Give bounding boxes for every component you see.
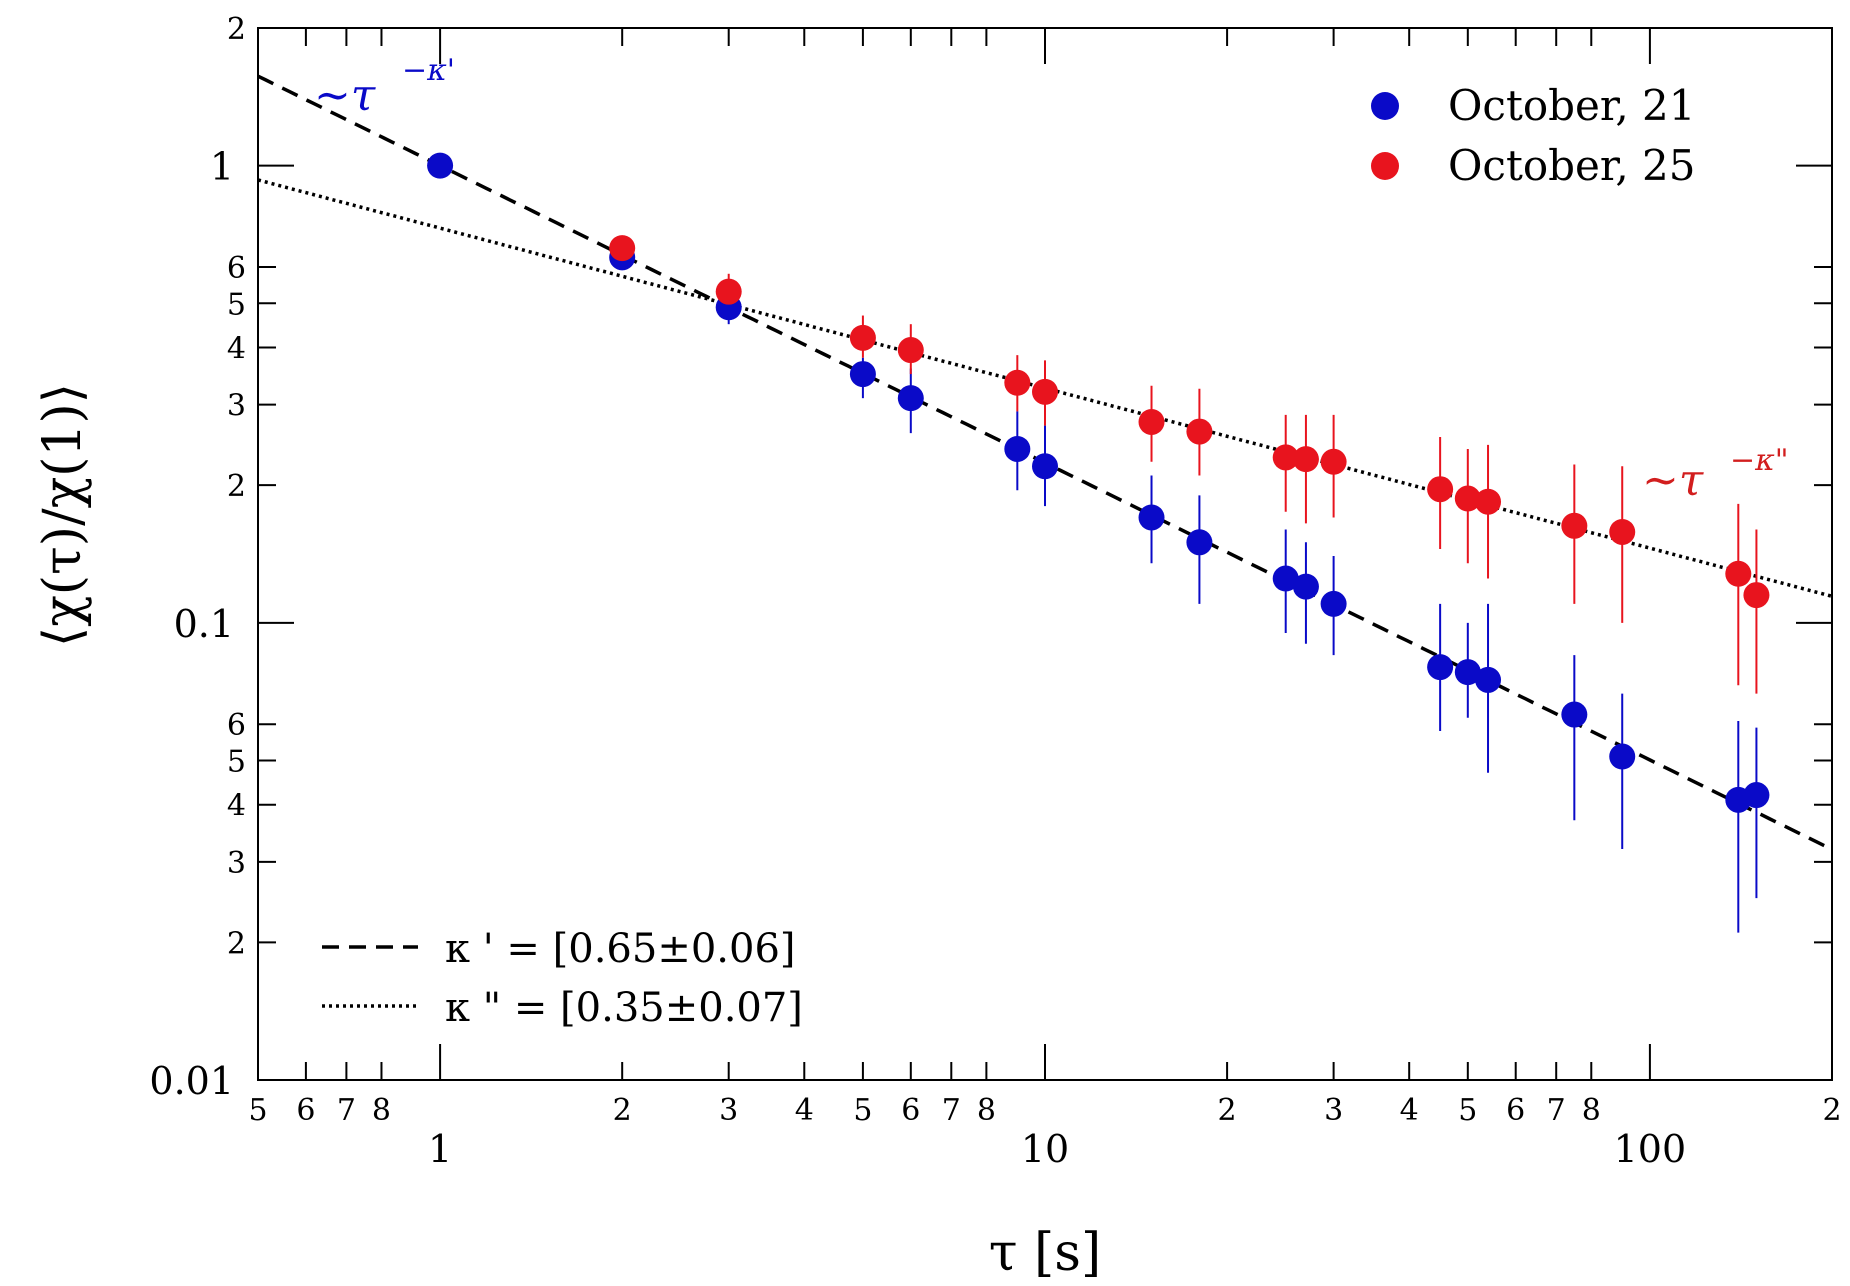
y-minor-tick-label-0p05: 5 [227, 744, 246, 779]
annotation-kappa-prime: ~τ −κ' [314, 53, 455, 121]
data-point-october-25-17 [1743, 582, 1770, 609]
y-minor-tick-label-0p2: 2 [227, 469, 246, 504]
data-point-october-21-0 [427, 152, 454, 179]
x-minor-tick-label-7: 7 [942, 1093, 961, 1128]
data-point-october-25-0 [609, 235, 636, 262]
data-point-october-21-13 [1454, 659, 1481, 686]
data-point-october-21-14 [1475, 666, 1502, 693]
fit-legend-dotted-label: κ " = [0.35±0.07] [445, 985, 803, 1031]
x-minor-tick-label-200: 2 [1822, 1093, 1841, 1128]
data-point-october-25-3 [897, 337, 924, 364]
data-point-october-21-12 [1427, 654, 1454, 681]
data-point-october-25-4 [1004, 369, 1031, 396]
legend-label-october-21: October, 21 [1448, 81, 1695, 130]
x-minor-tick-label-6: 6 [901, 1093, 920, 1128]
data-point-october-21-5 [1004, 435, 1031, 462]
y-minor-tick-label-0p6: 6 [227, 251, 246, 286]
x-major-tick-label-100: 100 [1614, 1127, 1687, 1171]
data-point-october-25-14 [1561, 512, 1588, 539]
x-minor-tick-label-40: 4 [1400, 1093, 1419, 1128]
data-point-october-21-6 [1032, 453, 1058, 480]
x-minor-tick-label-3: 3 [719, 1093, 738, 1128]
data-marks [427, 152, 1770, 933]
y-axis-title: ⟨χ(τ)/χ(1)⟩ [33, 383, 93, 647]
data-point-october-25-11 [1427, 476, 1454, 503]
x-minor-tick-label-0p7: 7 [337, 1093, 356, 1128]
fit-legend-dashed-label: κ ' = [0.65±0.06] [445, 926, 796, 972]
y-major-tick-label-0p1: 0.1 [174, 602, 234, 646]
y-major-tick-label-1: 1 [210, 145, 234, 189]
y-minor-tick-label-2: 2 [227, 12, 246, 47]
data-point-october-21-16 [1609, 743, 1636, 770]
x-major-tick-label-1: 1 [428, 1127, 452, 1171]
annotation-kappa-double-prime: ~τ −κ" [1642, 443, 1789, 506]
y-minor-tick-label-0p3: 3 [227, 389, 246, 424]
annotation-kappa-double-prime-exponent: −κ" [1730, 443, 1789, 478]
x-minor-tick-label-80: 8 [1582, 1093, 1601, 1128]
data-point-october-25-5 [1032, 378, 1058, 405]
x-minor-tick-label-50: 5 [1458, 1093, 1477, 1128]
y-minor-tick-label-0p04: 4 [227, 789, 246, 824]
x-minor-tick-label-0p8: 8 [372, 1093, 391, 1128]
y-minor-tick-label-0p03: 3 [227, 846, 246, 881]
data-point-october-21-18 [1743, 782, 1770, 809]
x-minor-tick-label-20: 2 [1218, 1093, 1237, 1128]
y-minor-tick-label-0p5: 5 [227, 287, 246, 322]
data-point-october-25-10 [1320, 448, 1347, 475]
x-minor-tick-label-30: 3 [1324, 1093, 1343, 1128]
data-point-october-21-7 [1138, 504, 1165, 531]
data-point-october-21-11 [1320, 590, 1347, 617]
data-point-october-25-9 [1292, 446, 1319, 473]
legend-label-october-25: October, 25 [1448, 141, 1695, 190]
x-minor-tick-label-0p6: 6 [296, 1093, 315, 1128]
y-minor-tick-label-0p4: 4 [227, 332, 246, 367]
data-point-october-25-7 [1186, 418, 1213, 445]
legend-marker-october-21 [1371, 92, 1399, 120]
data-point-october-21-10 [1292, 573, 1319, 600]
x-axis-title: τ [s] [989, 1223, 1102, 1283]
annotation-kappa-prime-exponent: −κ' [402, 53, 455, 88]
y-minor-tick-label-0p02: 2 [227, 926, 246, 961]
data-point-october-21-3 [849, 361, 876, 388]
data-point-october-21-4 [897, 385, 924, 412]
y-major-tick-label-0p01: 0.01 [149, 1059, 234, 1103]
data-point-october-21-15 [1561, 701, 1588, 728]
x-minor-tick-label-5: 5 [853, 1093, 872, 1128]
data-point-october-25-12 [1454, 485, 1481, 512]
y-minor-tick-label-0p06: 6 [227, 708, 246, 743]
x-minor-tick-label-8: 8 [977, 1093, 996, 1128]
data-point-october-21-9 [1272, 565, 1299, 592]
data-point-october-25-2 [849, 324, 876, 351]
x-minor-tick-label-4: 4 [795, 1093, 814, 1128]
x-minor-tick-label-60: 6 [1506, 1093, 1525, 1128]
x-minor-tick-label-0p5: 5 [248, 1093, 267, 1128]
data-point-october-25-15 [1609, 518, 1636, 545]
data-point-october-25-16 [1725, 560, 1752, 587]
data-point-october-25-1 [715, 278, 742, 305]
x-minor-tick-label-2: 2 [613, 1093, 632, 1128]
x-major-tick-label-10: 10 [1021, 1127, 1069, 1171]
annotation-kappa-prime-base: ~τ [314, 70, 376, 121]
x-minor-tick-label-70: 7 [1547, 1093, 1566, 1128]
data-point-october-25-6 [1138, 408, 1165, 435]
series-legend: October, 21 October, 25 [1371, 81, 1695, 190]
data-point-october-25-8 [1272, 444, 1299, 471]
data-point-october-21-8 [1186, 529, 1213, 556]
data-point-october-25-13 [1475, 488, 1502, 515]
fit-legend: κ ' = [0.65±0.06] κ " = [0.35±0.07] [322, 926, 803, 1031]
legend-marker-october-25 [1371, 152, 1399, 180]
annotation-kappa-double-prime-base: ~τ [1642, 455, 1704, 506]
